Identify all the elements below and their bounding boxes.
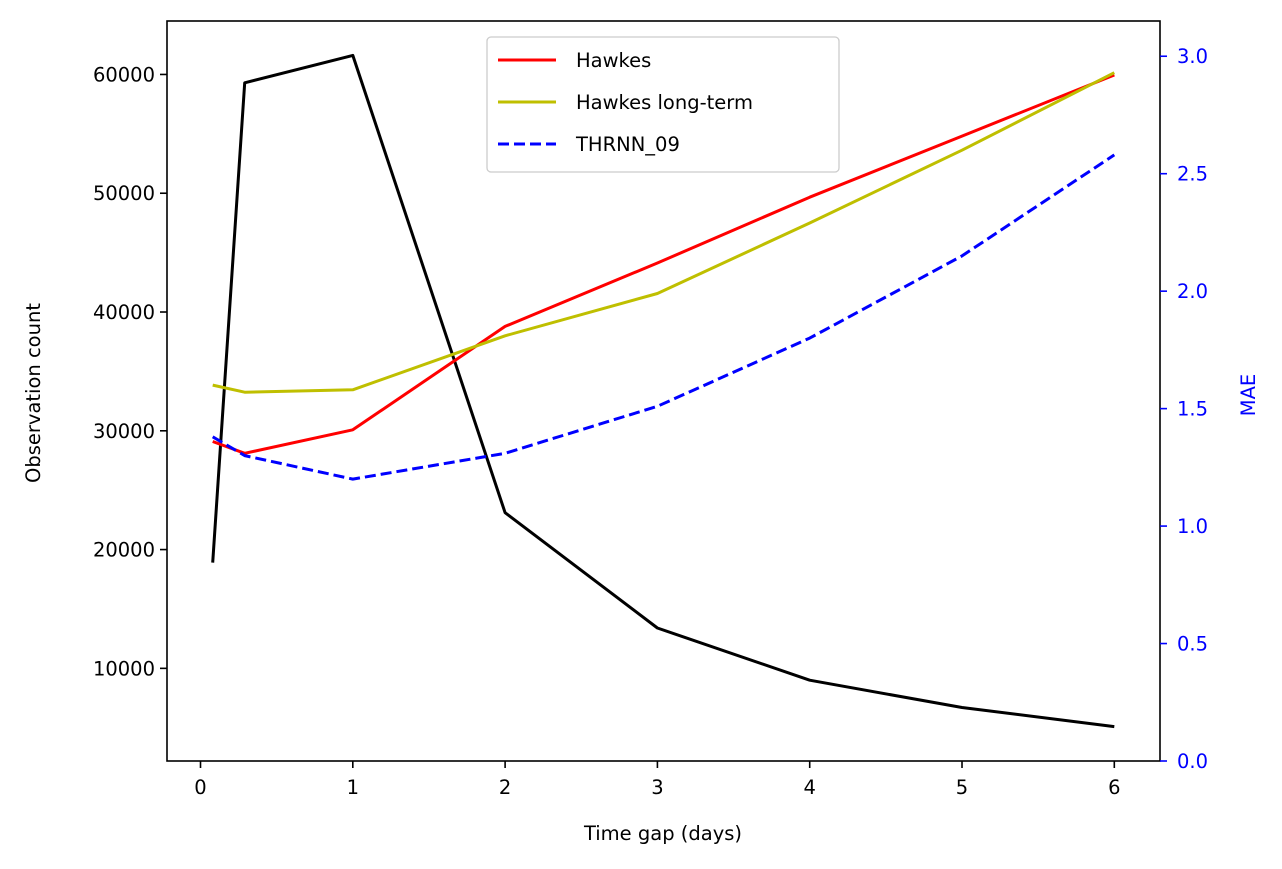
y-right-tick-label: 3.0 [1177,45,1208,68]
y-axis-left-label: Observation count [22,303,45,483]
y-left-tick-label: 20000 [93,539,155,562]
legend-item-hawkes-long-term: Hawkes long-term [498,91,753,114]
x-tick-label: 4 [803,776,815,799]
y-left-tick-label: 30000 [93,420,155,443]
y-left-tick-label: 10000 [93,657,155,680]
series-line-hawkes [212,73,1115,455]
x-axis-label: Time gap (days) [583,822,742,845]
x-tick-label: 6 [1108,776,1120,799]
series-line-thrnn-09 [211,153,1116,481]
y-right-tick-label: 0.5 [1177,633,1208,656]
legend-label-hawkes-long-term: Hawkes long-term [576,91,753,114]
y-axis-right: 0.0 0.5 1.0 1.5 2.0 2.5 3.0 [1160,45,1208,773]
y-left-tick-label: 40000 [93,301,155,324]
y-left-tick-label: 50000 [93,182,155,205]
legend-item-hawkes: Hawkes [498,49,651,72]
y-right-tick-label: 0.0 [1177,750,1208,773]
legend-label-thrnn-09: THRNN_09 [575,133,680,156]
y-right-tick-label: 1.5 [1177,398,1208,421]
legend-item-thrnn-09: THRNN_09 [498,133,680,156]
x-tick-label: 2 [499,776,511,799]
y-left-tick-label: 60000 [93,63,155,86]
series-line-observation-count [211,53,1115,729]
y-right-tick-label: 2.0 [1177,280,1208,303]
x-axis: 0 1 2 3 4 5 6 [194,761,1121,799]
x-tick-label: 5 [956,776,968,799]
y-axis-left: 10000 20000 30000 40000 50000 60000 [93,63,167,680]
x-tick-label: 0 [194,776,206,799]
y-right-tick-label: 2.5 [1177,163,1208,186]
legend-label-hawkes: Hawkes [576,49,651,72]
y-axis-right-label: MAE [1237,374,1260,417]
lines-layer [211,53,1116,729]
y-right-tick-label: 1.0 [1177,515,1208,538]
legend-box [486,36,840,173]
series-line-hawkes-long-term [212,71,1115,394]
x-tick-label: 3 [651,776,663,799]
x-tick-label: 1 [347,776,359,799]
plot-frame [166,20,1161,762]
legend: Hawkes Hawkes long-term THRNN_09 [486,36,840,173]
